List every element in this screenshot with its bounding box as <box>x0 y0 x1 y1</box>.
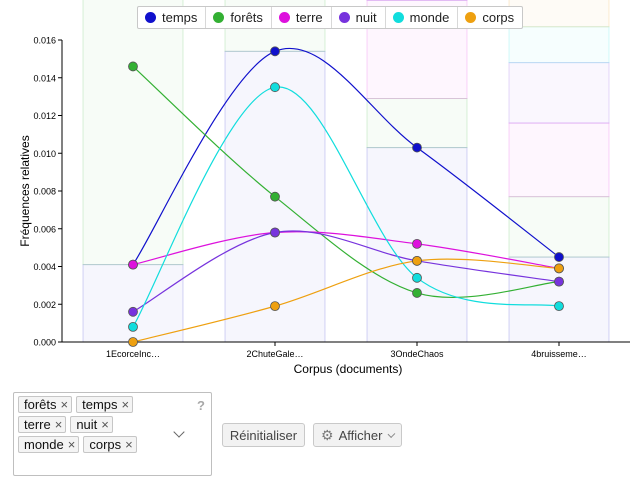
legend-label: nuit <box>355 10 377 25</box>
term-tag: monde × <box>18 436 80 453</box>
legend-item-forêts[interactable]: forêts <box>205 7 271 28</box>
close-icon[interactable]: × <box>60 397 69 412</box>
gear-icon: ⚙ <box>321 426 334 443</box>
chart-legend: temps forêts terre nuit monde corps <box>137 6 524 29</box>
data-point-nuit <box>554 276 564 287</box>
y-axis-label: Fréquences relatives <box>18 135 32 246</box>
term-tag-label: nuit <box>76 417 98 432</box>
series-line-nuit <box>132 230 560 313</box>
caret-down-icon <box>387 429 396 438</box>
term-tag: corps × <box>83 436 137 453</box>
chevron-down-icon[interactable] <box>173 426 185 438</box>
legend-item-corps[interactable]: corps <box>457 7 522 28</box>
data-point-nuit <box>128 306 138 317</box>
term-selector[interactable]: forêts × temps × terre × nuit × monde × corps × ? <box>13 392 212 476</box>
data-point-terre <box>412 238 422 249</box>
legend-swatch <box>145 12 156 23</box>
series-line-corps <box>132 258 560 343</box>
data-point-corps <box>554 263 564 274</box>
legend-item-nuit[interactable]: nuit <box>330 7 385 28</box>
term-tag-label: temps <box>82 397 118 412</box>
legend-item-terre[interactable]: terre <box>270 7 331 28</box>
close-icon[interactable]: × <box>101 417 109 432</box>
term-tag-label: terre <box>24 417 51 432</box>
legend-swatch <box>338 12 350 23</box>
data-point-monde <box>270 82 280 93</box>
term-tags: forêts × temps × terre × nuit × monde × corps × <box>18 396 168 456</box>
x-tick-label: 2ChuteGale… <box>246 349 303 359</box>
y-tick-label: 0.010 <box>33 149 56 159</box>
y-tick-label: 0.014 <box>33 73 56 83</box>
close-icon[interactable]: × <box>125 437 133 452</box>
legend-label: monde <box>409 10 450 25</box>
stacked-bar-segment <box>508 0 610 28</box>
y-tick-label: 0.004 <box>33 262 56 272</box>
data-point-temps <box>554 252 564 262</box>
chart: 0.000 0.002 0.004 0.006 0.008 0.010 0.012 0.014… <box>18 0 630 376</box>
y-tick-label: 0.016 <box>33 36 56 46</box>
close-icon[interactable]: × <box>121 397 130 412</box>
term-tag: terre × <box>18 416 67 433</box>
data-point-terre <box>128 259 138 270</box>
term-tag-label: corps <box>89 437 122 452</box>
data-point-monde <box>128 321 138 332</box>
data-point-forêts <box>270 191 280 202</box>
legend-label: temps <box>162 10 198 25</box>
y-tick-label: 0.000 <box>33 338 56 348</box>
term-tag: nuit × <box>70 416 113 433</box>
term-tag-label: forêts <box>24 397 57 412</box>
legend-swatch <box>392 12 404 23</box>
series-line-terre <box>132 231 560 269</box>
close-icon[interactable]: × <box>54 417 63 432</box>
x-tick-label: 4bruisseme… <box>531 349 587 359</box>
legend-label: corps <box>482 10 515 25</box>
y-tick-label: 0.006 <box>33 224 56 234</box>
stacked-bar-segment <box>82 0 184 266</box>
series-line-monde <box>132 86 560 328</box>
stacked-bar-segment <box>508 26 610 64</box>
y-tick-label: 0.002 <box>33 300 56 310</box>
y-tick-label: 0.008 <box>33 187 56 197</box>
legend-swatch <box>278 12 290 23</box>
data-point-corps <box>412 255 422 266</box>
show-options-button[interactable]: ⚙ Afficher <box>313 423 402 447</box>
data-point-temps <box>412 142 422 153</box>
legend-item-temps[interactable]: temps <box>138 7 205 28</box>
x-tick-label: 3OndeChaos <box>390 349 444 359</box>
legend-label: terre <box>295 10 323 25</box>
term-tag: forêts × <box>18 396 73 413</box>
term-tag-label: monde <box>24 437 64 452</box>
series-line-forêts <box>132 65 560 299</box>
data-point-monde <box>412 272 422 283</box>
reset-button[interactable]: Réinitialiser <box>222 423 305 447</box>
data-point-temps <box>270 46 280 57</box>
data-point-corps <box>270 301 280 312</box>
term-tag: temps × <box>76 396 134 413</box>
data-point-corps <box>128 337 138 347</box>
legend-label: forêts <box>230 10 263 25</box>
stacked-bar-segment <box>366 98 468 149</box>
stacked-bar-segment <box>508 62 610 124</box>
close-icon[interactable]: × <box>67 437 76 452</box>
x-axis-label: Corpus (documents) <box>294 362 403 376</box>
legend-swatch <box>465 12 477 23</box>
help-icon[interactable]: ? <box>197 398 205 413</box>
show-options-label: Afficher <box>338 427 383 443</box>
legend-item-monde[interactable]: monde <box>384 7 458 28</box>
data-point-nuit <box>270 227 280 238</box>
x-tick-label: 1EcorceInc… <box>106 349 160 359</box>
series-line-temps <box>132 47 560 265</box>
data-point-monde <box>554 301 564 312</box>
data-point-forêts <box>128 61 138 72</box>
stacked-bar-segment <box>508 122 610 198</box>
stacked-bar-segment <box>508 196 610 258</box>
legend-swatch <box>213 12 225 23</box>
y-tick-label: 0.012 <box>33 111 56 121</box>
data-point-forêts <box>412 288 422 298</box>
